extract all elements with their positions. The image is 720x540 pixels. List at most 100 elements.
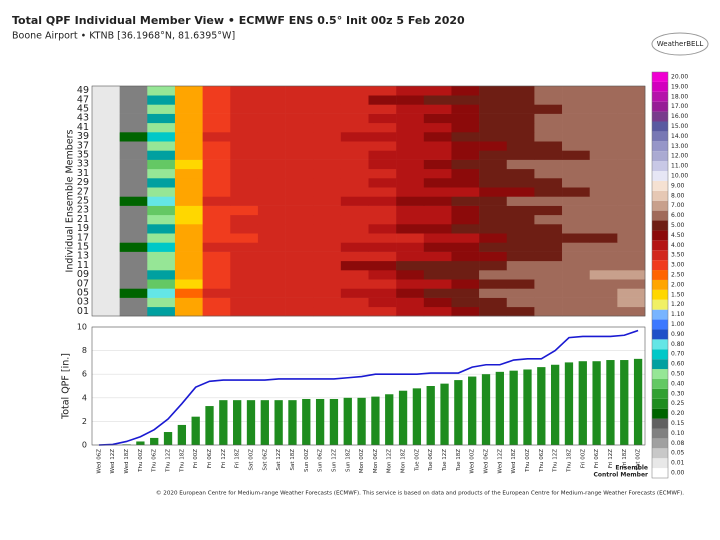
x-tick-label: Sat 12Z [276,449,282,471]
heat-cell [396,224,425,234]
colorbar-label: 7.00 [671,202,685,209]
heat-cell [202,132,231,142]
heat-cell [119,196,148,206]
colorbar-label: 15.00 [671,123,688,130]
colorbar-label: 16.00 [671,113,688,120]
colorbar-swatch [652,131,668,142]
colorbar-swatch [652,299,668,310]
heat-cell [589,297,618,308]
heat-cell [340,288,369,298]
heat-cell [119,132,148,142]
colorbar-label: 17.00 [671,103,688,110]
colorbar-label: 19.00 [671,83,688,90]
bar [495,371,504,445]
heat-cell [451,187,480,197]
heat-cell [92,233,120,243]
heat-cell [230,196,259,206]
heat-cell [451,113,480,124]
heat-cell [589,196,618,206]
heat-cell [368,141,397,151]
heat-cell [479,233,508,243]
heat-cell [396,270,425,280]
heat-cell [285,196,314,206]
heat-cell [174,196,203,206]
heat-cell [479,242,508,252]
heat-cell [340,205,369,216]
heat-cell [506,306,535,317]
row-label: 17 [77,232,89,243]
heat-cell [285,132,314,142]
heat-cell [147,251,176,262]
colorbar-label: 0.80 [671,341,685,348]
row-label: 25 [77,196,89,207]
heat-cell [534,95,563,105]
heat-cell [534,187,563,197]
colorbar-label: 1.50 [671,291,685,298]
heat-cell [119,214,148,225]
heat-cell [313,270,342,280]
heat-cell [423,132,452,142]
heat-cell [92,306,120,317]
heat-cell [562,150,590,160]
heat-cell [174,279,203,289]
heat-cell [534,122,563,133]
heat-cell [230,205,259,216]
colorbar-swatch [652,190,668,201]
heat-cell [119,224,148,234]
colorbar-swatch [652,180,668,191]
heat-cell [506,104,535,114]
heat-cell [119,141,148,151]
colorbar-label: 3.50 [671,252,685,259]
heat-cell [230,260,259,271]
colorbar-label: 1.10 [671,311,685,318]
heat-cell [174,150,203,160]
heat-cell [230,242,259,252]
colorbar-swatch [652,309,668,320]
colorbar-label: 10.00 [671,172,688,179]
x-tick-label: Fri 12Z [221,449,227,468]
heat-cell [119,279,148,289]
heat-cell [257,86,286,96]
heat-cell [562,168,590,179]
bar [205,406,214,445]
heat-cell [534,251,563,262]
heat-cell [285,288,314,298]
bar [550,364,560,445]
heat-cell [147,122,176,133]
heat-cell [257,187,286,197]
heat-cell [340,214,369,225]
heat-cell [562,270,590,280]
colorbar-swatch [652,210,668,221]
bar [136,441,145,445]
heat-cell [506,251,535,262]
heat-cell [589,260,618,271]
heat-cell [534,113,563,124]
x-tick-label: Wed 18Z [511,449,517,474]
heat-cell [479,205,508,216]
heat-cell [479,132,508,142]
colorbar-label: 0.70 [671,351,685,358]
row-label: 11 [77,260,89,271]
heat-cell [147,95,176,105]
colorbar-swatch [652,230,668,241]
heat-cell [506,242,535,252]
colorbar-label: 3.00 [671,262,685,269]
heat-cell [534,297,563,308]
heat-cell [534,168,563,179]
heat-cell [534,141,563,151]
heat-cell [340,251,369,262]
heat-cell [396,214,425,225]
x-tick-label: Sat 00Z [248,449,254,471]
heat-cell [423,251,452,262]
heat-cell [230,279,259,289]
heat-cell [202,122,231,133]
heat-cell [340,86,369,96]
heat-cell [451,233,480,243]
heat-cell [257,214,286,225]
colorbar-swatch [652,458,668,469]
colorbar-swatch [652,260,668,271]
heat-cell [340,132,369,142]
heat-cell [257,233,286,243]
x-tick-label: Thu 12Z [553,449,559,473]
heat-cell [202,104,231,114]
